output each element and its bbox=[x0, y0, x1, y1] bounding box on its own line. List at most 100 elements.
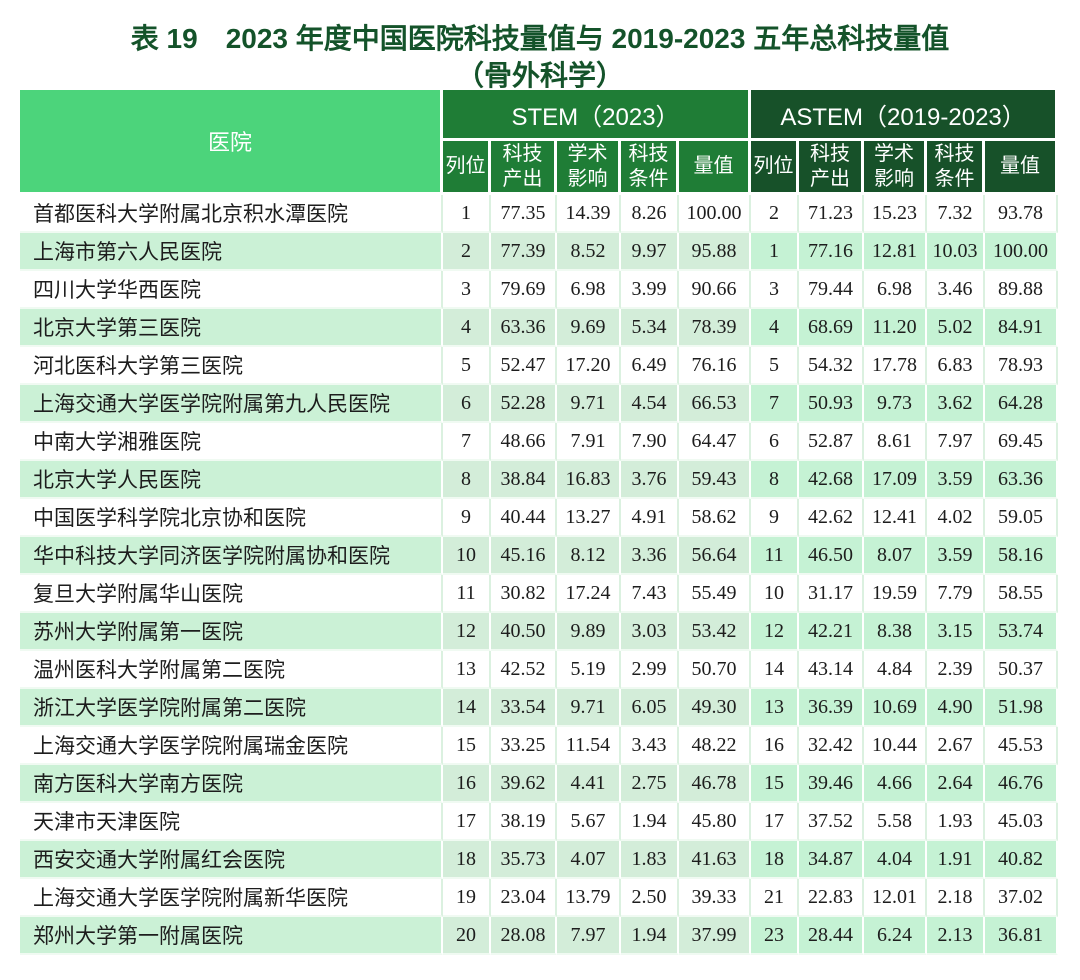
astem-rank-cell: 18 bbox=[751, 841, 800, 879]
astem-condition-cell: 2.13 bbox=[927, 917, 986, 955]
stem-impact-cell: 4.41 bbox=[557, 765, 621, 803]
stem-rank-cell: 14 bbox=[443, 689, 491, 727]
stem-output-cell: 42.52 bbox=[491, 651, 557, 689]
astem-value-cell: 46.76 bbox=[985, 765, 1059, 803]
astem-condition-cell: 2.64 bbox=[927, 765, 986, 803]
stem-impact-cell: 7.91 bbox=[557, 423, 621, 461]
table-row: 中南大学湘雅医院 7 48.66 7.91 7.90 64.47 6 52.87 8.61 7.9… bbox=[20, 423, 1059, 461]
astem-rank-cell: 1 bbox=[751, 233, 800, 271]
astem-subheader-value: 量值 bbox=[985, 141, 1059, 195]
astem-condition-cell: 3.59 bbox=[927, 461, 986, 499]
hospital-name-cell: 上海交通大学医学院附属瑞金医院 bbox=[20, 727, 443, 765]
stem-subheader-impact-label: 学术影响 bbox=[567, 142, 608, 190]
astem-subheader-rank: 列位 bbox=[751, 141, 800, 195]
stem-impact-cell: 6.98 bbox=[557, 271, 621, 309]
stem-rank-cell: 15 bbox=[443, 727, 491, 765]
astem-value-cell: 50.37 bbox=[985, 651, 1059, 689]
astem-impact-cell: 12.41 bbox=[864, 499, 928, 537]
stem-rank-cell: 13 bbox=[443, 651, 491, 689]
astem-output-cell: 39.46 bbox=[799, 765, 865, 803]
stem-output-cell: 33.54 bbox=[491, 689, 557, 727]
stem-rank-cell: 6 bbox=[443, 385, 491, 423]
stem-condition-cell: 6.49 bbox=[621, 347, 679, 385]
stem-value-cell: 48.22 bbox=[679, 727, 752, 765]
astem-subheader-output: 科技产出 bbox=[799, 141, 865, 195]
table-row: 首都医科大学附属北京积水潭医院 1 77.35 14.39 8.26 100.00 2 71.… bbox=[20, 195, 1059, 233]
astem-condition-cell: 2.39 bbox=[927, 651, 986, 689]
astem-value-cell: 64.28 bbox=[985, 385, 1059, 423]
astem-value-cell: 45.53 bbox=[985, 727, 1059, 765]
astem-value-cell: 78.93 bbox=[985, 347, 1059, 385]
astem-rank-cell: 8 bbox=[751, 461, 800, 499]
astem-rank-cell: 11 bbox=[751, 537, 800, 575]
stem-impact-cell: 17.20 bbox=[557, 347, 621, 385]
table-row: 北京大学人民医院 8 38.84 16.83 3.76 59.43 8 42.68 17.09 3… bbox=[20, 461, 1059, 499]
table-row: 浙江大学医学院附属第二医院 14 33.54 9.71 6.05 49.30 13 36.39… bbox=[20, 689, 1059, 727]
stem-output-cell: 40.50 bbox=[491, 613, 557, 651]
hospital-name-cell: 天津市天津医院 bbox=[20, 803, 443, 841]
stem-condition-cell: 7.90 bbox=[621, 423, 679, 461]
table-title-line2: （骨外科学） bbox=[455, 60, 624, 91]
astem-subheader-impact-label: 学术影响 bbox=[874, 142, 915, 190]
astem-impact-cell: 15.23 bbox=[864, 195, 928, 233]
table-title-line1: 表 19 2023 年度中国医院科技量值与 2019-2023 五年总科技量值 bbox=[130, 23, 950, 54]
astem-impact-cell: 10.69 bbox=[864, 689, 928, 727]
hospital-name-cell: 上海交通大学医学院附属新华医院 bbox=[20, 879, 443, 917]
stem-output-cell: 52.28 bbox=[491, 385, 557, 423]
hospital-name-cell: 北京大学人民医院 bbox=[20, 461, 443, 499]
stem-rank-cell: 3 bbox=[443, 271, 491, 309]
stem-value-cell: 56.64 bbox=[679, 537, 752, 575]
astem-rank-cell: 2 bbox=[751, 195, 800, 233]
astem-condition-cell: 3.15 bbox=[927, 613, 986, 651]
table-row: 复旦大学附属华山医院 11 30.82 17.24 7.43 55.49 10 31.17 19… bbox=[20, 575, 1059, 613]
stem-rank-cell: 18 bbox=[443, 841, 491, 879]
hospital-name-cell: 中南大学湘雅医院 bbox=[20, 423, 443, 461]
stem-condition-cell: 2.99 bbox=[621, 651, 679, 689]
astem-rank-cell: 3 bbox=[751, 271, 800, 309]
stem-impact-cell: 13.27 bbox=[557, 499, 621, 537]
astem-condition-cell: 5.02 bbox=[927, 309, 986, 347]
table-row: 上海交通大学医学院附属瑞金医院 15 33.25 11.54 3.43 48.22 16 32… bbox=[20, 727, 1059, 765]
sub-header-row: 列位 科技产出 学术影响 科技条件 量值 列位 科技产出 学术影响 科技条件 量… bbox=[20, 141, 1059, 195]
stem-impact-cell: 7.97 bbox=[557, 917, 621, 955]
astem-impact-cell: 12.01 bbox=[864, 879, 928, 917]
astem-impact-cell: 11.20 bbox=[864, 309, 928, 347]
astem-condition-cell: 3.46 bbox=[927, 271, 986, 309]
astem-subheader-rank-label: 列位 bbox=[753, 155, 794, 177]
astem-output-cell: 43.14 bbox=[799, 651, 865, 689]
astem-impact-cell: 10.44 bbox=[864, 727, 928, 765]
astem-impact-cell: 19.59 bbox=[864, 575, 928, 613]
stem-value-cell: 53.42 bbox=[679, 613, 752, 651]
stem-rank-cell: 12 bbox=[443, 613, 491, 651]
table-row: 苏州大学附属第一医院 12 40.50 9.89 3.03 53.42 12 42.21 8.3… bbox=[20, 613, 1059, 651]
hospital-name-cell: 四川大学华西医院 bbox=[20, 271, 443, 309]
astem-value-cell: 59.05 bbox=[985, 499, 1059, 537]
stem-output-cell: 77.35 bbox=[491, 195, 557, 233]
stem-value-cell: 66.53 bbox=[679, 385, 752, 423]
stem-output-cell: 52.47 bbox=[491, 347, 557, 385]
hospital-name-cell: 首都医科大学附属北京积水潭医院 bbox=[20, 195, 443, 233]
astem-rank-cell: 21 bbox=[751, 879, 800, 917]
astem-condition-cell: 1.91 bbox=[927, 841, 986, 879]
astem-impact-cell: 9.73 bbox=[864, 385, 928, 423]
stem-rank-cell: 10 bbox=[443, 537, 491, 575]
hospital-name-cell: 上海交通大学医学院附属第九人民医院 bbox=[20, 385, 443, 423]
stem-condition-cell: 8.26 bbox=[621, 195, 679, 233]
astem-subheader-condition: 科技条件 bbox=[927, 141, 986, 195]
astem-value-cell: 45.03 bbox=[985, 803, 1059, 841]
astem-condition-cell: 7.79 bbox=[927, 575, 986, 613]
astem-value-cell: 69.45 bbox=[985, 423, 1059, 461]
astem-value-cell: 58.55 bbox=[985, 575, 1059, 613]
hospital-name-cell: 复旦大学附属华山医院 bbox=[20, 575, 443, 613]
astem-condition-cell: 3.59 bbox=[927, 537, 986, 575]
astem-impact-cell: 5.58 bbox=[864, 803, 928, 841]
stem-value-cell: 37.99 bbox=[679, 917, 752, 955]
astem-condition-cell: 1.93 bbox=[927, 803, 986, 841]
hospital-name-cell: 浙江大学医学院附属第二医院 bbox=[20, 689, 443, 727]
astem-output-cell: 42.21 bbox=[799, 613, 865, 651]
astem-rank-cell: 14 bbox=[751, 651, 800, 689]
stem-impact-cell: 9.71 bbox=[557, 385, 621, 423]
astem-condition-cell: 10.03 bbox=[927, 233, 986, 271]
stem-value-cell: 59.43 bbox=[679, 461, 752, 499]
